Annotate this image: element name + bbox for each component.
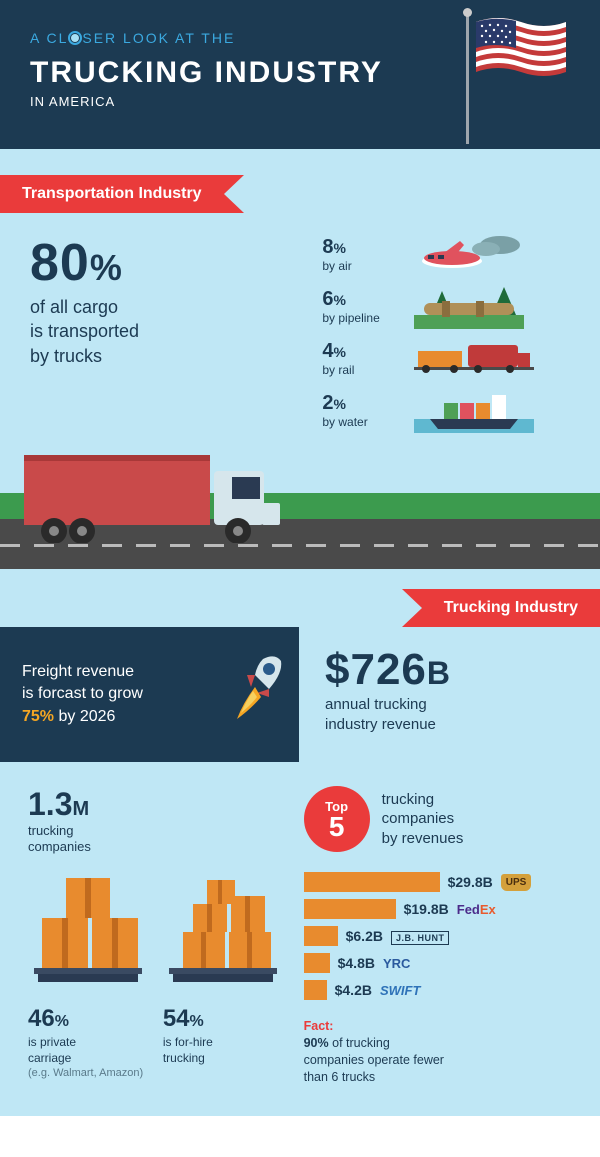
magnifier-o-icon xyxy=(68,31,82,45)
bar-row: $4.8B YRC xyxy=(304,953,572,973)
train-icon xyxy=(414,337,570,379)
rev-suffix: B xyxy=(427,655,451,691)
transportation-main-stat: 80% of all cargo is transported by truck… xyxy=(30,233,302,431)
truck-illustration xyxy=(0,449,600,569)
bar-value: $29.8B xyxy=(448,874,493,890)
bar-value: $6.2B xyxy=(346,928,383,944)
transportation-section: 80% of all cargo is transported by truck… xyxy=(0,213,600,431)
boxes-private-icon xyxy=(28,874,148,984)
bar xyxy=(304,953,330,973)
header: A CLSER LOOK AT THE TRUCKING INDUSTRY IN… xyxy=(0,0,600,149)
mode-air: 8% by air xyxy=(322,233,570,275)
truck-icon xyxy=(24,447,294,543)
company-logo: UPS xyxy=(501,873,532,891)
transportation-modes: 8% by air 6% by pipeline xyxy=(322,233,570,431)
freight-forecast: Freight revenue is forcast to grow 75% b… xyxy=(0,627,299,762)
bar-value: $4.8B xyxy=(338,955,375,971)
mode-pipeline: 6% by pipeline xyxy=(322,285,570,327)
trucks-pct-suffix: % xyxy=(90,247,123,288)
pretitle-before: A CL xyxy=(30,30,68,46)
bar-row: $29.8B UPS xyxy=(304,872,572,892)
rocket-icon xyxy=(211,647,291,737)
transportation-ribbon: Transportation Industry xyxy=(0,175,224,213)
company-logo: SWIFT xyxy=(380,983,420,998)
ship-icon xyxy=(414,389,570,431)
freight-row: Freight revenue is forcast to grow 75% b… xyxy=(0,627,600,762)
bar xyxy=(304,926,338,946)
top5-badge: Top 5 xyxy=(304,786,370,852)
company-logo: FedEx xyxy=(457,902,496,917)
pipeline-icon xyxy=(414,285,570,327)
boxes-forhire-icon xyxy=(163,874,283,984)
main-content: Transportation Industry 80% of all cargo… xyxy=(0,149,600,1116)
bar xyxy=(304,899,396,919)
bar-value: $19.8B xyxy=(404,901,449,917)
annual-revenue: $726B annual trucking industry revenue xyxy=(299,627,600,762)
company-logo: J.B. HUNT xyxy=(391,929,450,944)
forhire-stat: 54% is for-hiretrucking xyxy=(163,1005,284,1066)
pretitle-after: SER LOOK AT THE xyxy=(82,30,235,46)
header-subtitle: IN AMERICA xyxy=(30,94,570,109)
top5-section: Top 5 trucking companies by revenues $29… xyxy=(304,786,572,1086)
fact-box: Fact: 90% of trucking companies operate … xyxy=(304,1018,554,1086)
bar-value: $4.2B xyxy=(335,982,372,998)
bar-row: $4.2B SWIFT xyxy=(304,980,572,1000)
trucks-pct: 80% xyxy=(30,233,302,293)
bottom-section: 1.3M truckingcompanies 46% is privatecar… xyxy=(0,762,600,1086)
trucks-pct-value: 80 xyxy=(30,234,90,292)
top5-bar-chart: $29.8B UPS $19.8B FedEx $6.2B J.B. HUNT $4.8B Y… xyxy=(304,872,572,1000)
bar-row: $6.2B J.B. HUNT xyxy=(304,926,572,946)
flag-icon xyxy=(476,18,566,81)
mode-rail: 4% by rail xyxy=(322,337,570,379)
private-carriage-stat: 46% is privatecarriage (e.g. Walmart, Am… xyxy=(28,1005,149,1078)
company-logo: YRC xyxy=(383,956,410,971)
top5-header: Top 5 trucking companies by revenues xyxy=(304,786,572,852)
mode-water: 2% by water xyxy=(322,389,570,431)
boxes-illustration: 46% is privatecarriage (e.g. Walmart, Am… xyxy=(28,874,284,1078)
bar-row: $19.8B FedEx xyxy=(304,899,572,919)
airplane-icon xyxy=(414,233,570,275)
bar xyxy=(304,872,440,892)
companies-stats: 1.3M truckingcompanies 46% is privatecar… xyxy=(28,786,284,1086)
rev-value: $726 xyxy=(325,645,427,694)
trucks-desc: of all cargo is transported by trucks xyxy=(30,295,302,368)
bar xyxy=(304,980,327,1000)
trucking-ribbon: Trucking Industry xyxy=(422,589,600,627)
top5-label: trucking companies by revenues xyxy=(382,790,464,849)
company-count: 1.3M truckingcompanies xyxy=(28,786,284,854)
